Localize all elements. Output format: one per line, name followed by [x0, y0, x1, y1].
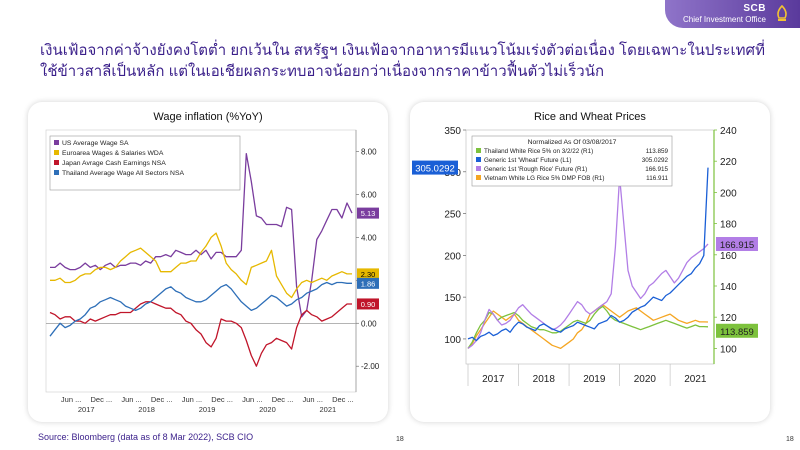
y-tick-label: 8.00 — [361, 147, 377, 156]
legend-value: 116.911 — [646, 175, 668, 182]
legend-entry: Japan Avrage Cash Earnings NSA — [62, 160, 166, 167]
legend-value: 113.859 — [646, 148, 669, 155]
left-tick-label: 350 — [444, 126, 461, 137]
x-tick-month: Dec ... — [151, 395, 173, 404]
right-tick-label: 120 — [720, 313, 737, 324]
right-tick-label: 100 — [720, 344, 737, 355]
x-tick-month: Jun ... — [121, 395, 141, 404]
brand-banner: SCB Chief Investment Office — [665, 0, 800, 28]
last-value-label: 0.90 — [361, 300, 376, 309]
brand-subtitle: Chief Investment Office — [683, 15, 766, 24]
right-tick-label: 160 — [720, 251, 737, 262]
legend-entry: Generic 1st 'Wheat' Future (L1) — [484, 157, 571, 164]
y-tick-label: 0.00 — [361, 319, 377, 328]
x-tick-year: 2019 — [583, 374, 606, 385]
last-value-label: 2.30 — [361, 270, 376, 279]
x-tick-year: 2021 — [319, 405, 336, 414]
legend-swatch — [54, 150, 59, 155]
legend-swatch — [476, 175, 481, 180]
legend-swatch — [54, 160, 59, 165]
x-tick-month: Jun ... — [303, 395, 323, 404]
scb-crest-icon — [777, 4, 787, 21]
wage-legend-box — [49, 135, 241, 191]
y-tick-label: 6.00 — [361, 190, 377, 199]
x-tick-month: Dec ... — [272, 395, 294, 404]
brand-name: SCB — [743, 3, 766, 14]
right-tick-label: 140 — [720, 282, 737, 293]
series-line-japan-avrage-cash-earnings-nsa — [49, 301, 352, 367]
legend-swatch — [476, 166, 481, 171]
series-line-euroarea-wages-salaries-wda — [50, 232, 352, 299]
last-value-label: 1.86 — [361, 279, 376, 288]
left-tick-label: 250 — [444, 210, 461, 221]
page-headline: เงินเฟ้อจากค่าจ้างยังคงโตต่ำ ยกเว้นใน สห… — [40, 42, 765, 80]
x-tick-month: Dec ... — [211, 395, 233, 404]
legend-swatch — [54, 170, 59, 175]
rough-rice-callout-badge — [716, 237, 758, 252]
x-tick-month: Jun ... — [182, 395, 202, 404]
legend-swatch — [476, 148, 481, 153]
right-tick-label: 200 — [720, 188, 737, 199]
page-number-right: 18 — [786, 436, 794, 443]
legend-entry: US Average Wage SA — [62, 140, 129, 147]
page-number-center: 18 — [396, 436, 404, 443]
legend-swatch — [476, 157, 481, 162]
legend-entry: Thailand White Rice 5% on 3/2/22 (R1) — [484, 148, 593, 155]
last-value-badge — [357, 207, 379, 219]
last-value-badge — [357, 298, 379, 310]
wheat-callout-badge — [412, 160, 458, 175]
wage-inflation-panel: Wage inflation (%YoY) 8.006.004.002.000.… — [28, 102, 388, 422]
rice-wheat-panel: Rice and Wheat Prices 350300250200150100… — [410, 102, 770, 422]
legend-swatch — [54, 140, 59, 145]
series-line-generic-1st-rough-rice-future-r1 — [467, 176, 709, 349]
x-tick-year: 2019 — [199, 405, 216, 414]
left-tick-label: 100 — [444, 335, 461, 346]
series-line-generic-1st-wheat-future-l1 — [467, 167, 709, 342]
x-tick-year: 2020 — [259, 405, 276, 414]
last-value-badge — [357, 268, 379, 280]
legend-entry: Vietnam White LG Rice 5% DMP FOB (R1) — [484, 175, 605, 182]
series-line-thailand-average-wage-all-sectors-nsa — [49, 281, 352, 337]
series-line-us-average-wage-sa — [50, 152, 353, 318]
source-note: Source: Bloomberg (data as of 8 Mar 2022… — [38, 432, 254, 442]
x-tick-year: 2017 — [78, 405, 95, 414]
rice-chart-title: Rice and Wheat Prices — [534, 111, 646, 123]
x-tick-month: Dec ... — [90, 395, 112, 404]
last-value-badge — [357, 277, 379, 289]
legend-header: Normalized As Of 03/08/2017 — [528, 139, 617, 146]
rice-legend-box — [471, 135, 673, 187]
series-line-vietnam-white-lg-rice-5-dmp-fob-r1 — [467, 304, 709, 350]
right-tick-label: 180 — [720, 220, 737, 231]
wheat-callout-label: 305.0292 — [415, 164, 455, 175]
x-tick-month: Jun ... — [242, 395, 262, 404]
y-tick-label: 4.00 — [361, 233, 377, 242]
x-tick-year: 2017 — [482, 374, 505, 385]
x-tick-year: 2018 — [533, 374, 556, 385]
right-tick-label: 240 — [720, 126, 737, 137]
legend-value: 305.0292 — [642, 157, 669, 164]
legend-value: 166.915 — [645, 166, 668, 173]
rice-wheat-chart: 3503002502001501002402202001801601401201… — [412, 126, 758, 386]
legend-entry: Thailand Average Wage All Sectors NSA — [62, 170, 184, 177]
legend-entry: Euroarea Wages & Salaries WDA — [62, 150, 164, 157]
x-tick-year: 2021 — [684, 374, 707, 385]
wage-chart-title: Wage inflation (%YoY) — [153, 111, 263, 123]
y-tick-label: -2.00 — [361, 362, 380, 371]
thai-rice-callout-label: 113.859 — [720, 327, 754, 338]
left-tick-label: 200 — [444, 251, 461, 262]
thai-rice-callout-badge — [716, 323, 758, 338]
x-tick-month: Dec ... — [332, 395, 354, 404]
legend-entry: Generic 1st 'Rough Rice' Future (R1) — [484, 166, 587, 173]
right-tick-label: 220 — [720, 157, 737, 168]
x-tick-year: 2020 — [634, 374, 657, 385]
rough-rice-callout-label: 166.915 — [720, 240, 754, 251]
x-tick-year: 2018 — [138, 405, 155, 414]
x-tick-month: Jun ... — [61, 395, 81, 404]
left-tick-label: 150 — [444, 293, 461, 304]
last-value-label: 5.13 — [361, 209, 376, 218]
series-line-thailand-white-rice-5-on-3-2-22-r1 — [467, 305, 709, 349]
